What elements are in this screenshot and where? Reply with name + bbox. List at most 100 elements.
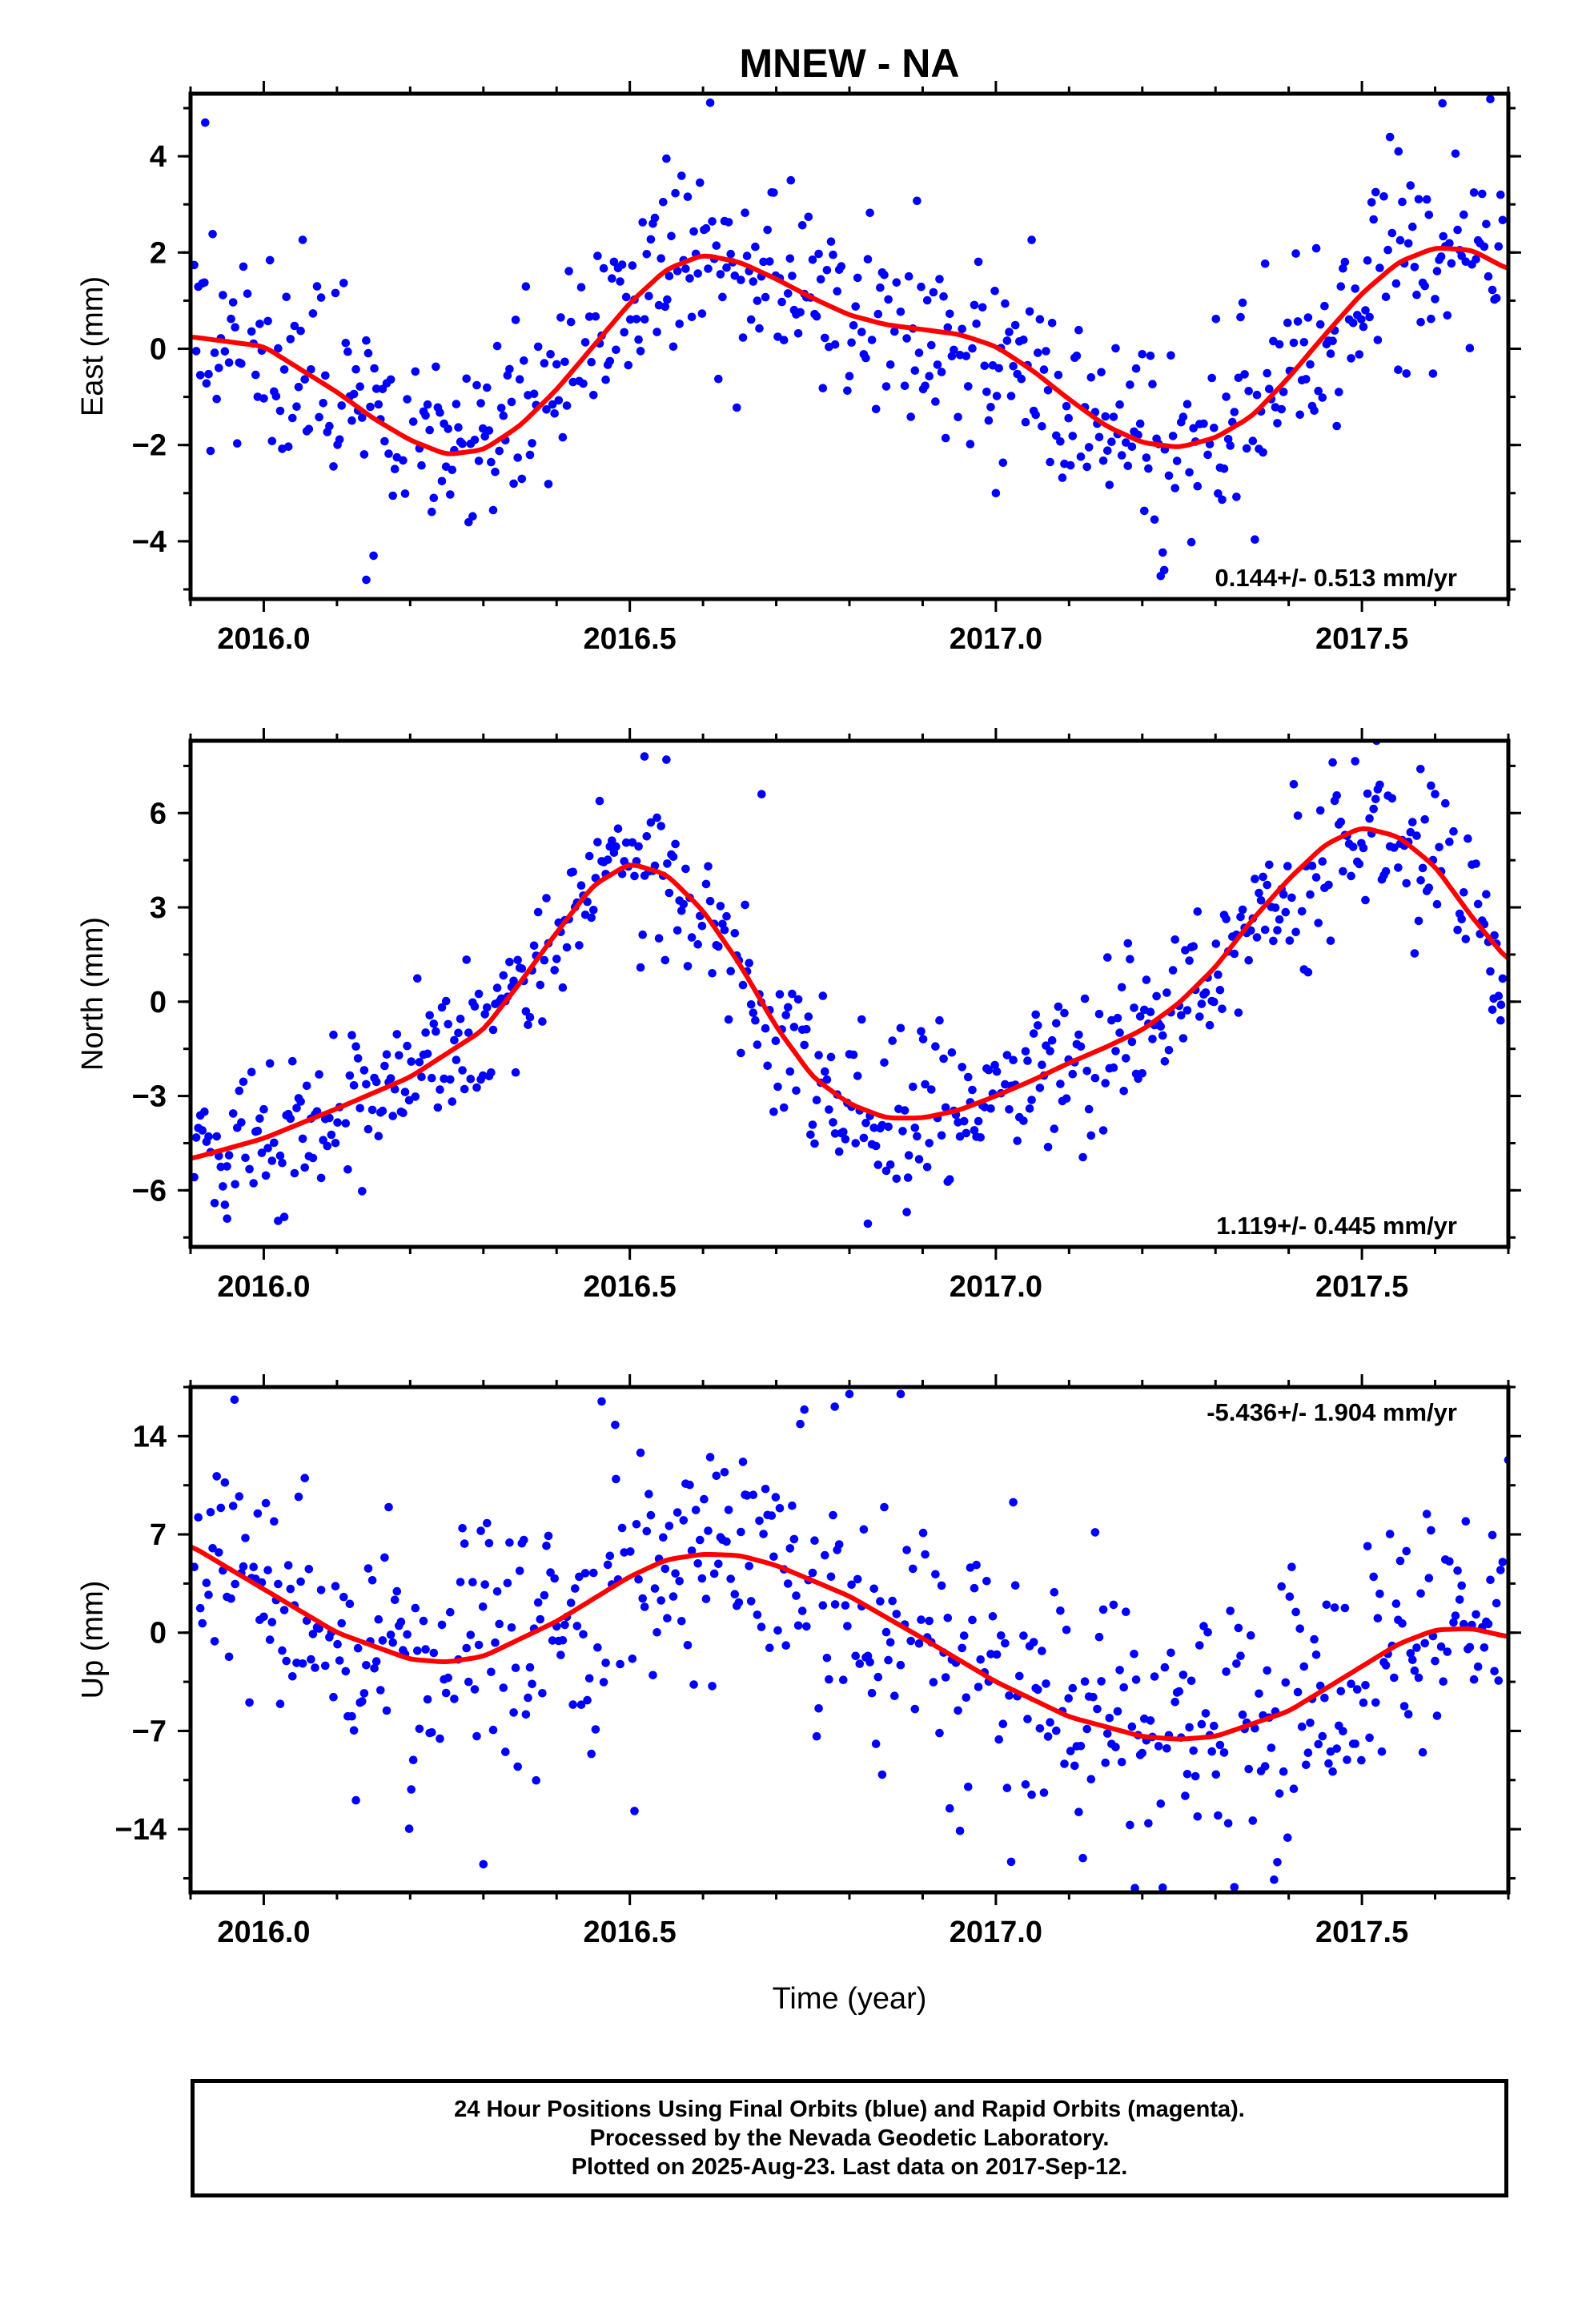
data-point bbox=[227, 1594, 235, 1603]
data-point bbox=[671, 188, 680, 198]
data-point bbox=[884, 1122, 893, 1132]
data-point bbox=[634, 842, 643, 851]
data-point bbox=[446, 1075, 455, 1084]
data-point bbox=[918, 1528, 928, 1538]
data-point bbox=[492, 983, 502, 992]
data-point bbox=[513, 955, 522, 965]
north-points bbox=[191, 741, 1508, 1228]
data-point bbox=[1489, 994, 1498, 1003]
data-point bbox=[726, 249, 735, 259]
data-point bbox=[976, 1655, 985, 1664]
data-point bbox=[307, 1655, 315, 1664]
data-point bbox=[428, 1073, 436, 1083]
data-point bbox=[1285, 1592, 1295, 1601]
data-point bbox=[1283, 318, 1292, 328]
data-point bbox=[1086, 1775, 1096, 1783]
data-point bbox=[1218, 1004, 1227, 1013]
data-point bbox=[247, 327, 256, 336]
data-point bbox=[495, 1619, 504, 1629]
data-point bbox=[1287, 1562, 1296, 1571]
data-point bbox=[1398, 197, 1407, 207]
data-point bbox=[1148, 380, 1157, 389]
data-point bbox=[786, 175, 796, 185]
data-point bbox=[210, 1199, 219, 1208]
data-point bbox=[1439, 1677, 1447, 1686]
data-point bbox=[675, 320, 684, 328]
data-point bbox=[1052, 1726, 1061, 1735]
data-point bbox=[472, 1083, 481, 1092]
data-point bbox=[880, 1058, 889, 1068]
data-point bbox=[1226, 1606, 1235, 1615]
data-point bbox=[663, 295, 672, 304]
data-point bbox=[1046, 1047, 1054, 1055]
data-point bbox=[263, 1144, 272, 1152]
data-point bbox=[1230, 1883, 1239, 1892]
data-point bbox=[724, 1506, 733, 1514]
data-point bbox=[1164, 471, 1174, 480]
data-point bbox=[1365, 1733, 1374, 1743]
data-point bbox=[964, 382, 973, 391]
data-point bbox=[1232, 493, 1241, 501]
data-point bbox=[501, 1747, 510, 1756]
data-point bbox=[1252, 933, 1262, 942]
data-point bbox=[749, 1008, 758, 1017]
data-point bbox=[613, 824, 623, 833]
data-point bbox=[253, 1509, 263, 1518]
data-point bbox=[1248, 436, 1258, 445]
data-point bbox=[421, 1028, 430, 1037]
data-point bbox=[223, 1162, 231, 1171]
data-point bbox=[292, 1104, 301, 1112]
data-point bbox=[1222, 915, 1231, 923]
data-point bbox=[683, 962, 693, 971]
data-point bbox=[1019, 1116, 1028, 1125]
data-point bbox=[1146, 1007, 1155, 1016]
data-point bbox=[194, 1513, 203, 1522]
data-point bbox=[693, 940, 702, 949]
data-point bbox=[1293, 1687, 1303, 1697]
data-point bbox=[853, 273, 862, 283]
data-point bbox=[761, 292, 770, 302]
data-point bbox=[601, 1659, 610, 1667]
data-point bbox=[679, 1516, 689, 1525]
data-point bbox=[571, 1584, 580, 1593]
x-tick-label: 2016.5 bbox=[584, 622, 677, 656]
data-point bbox=[206, 1508, 215, 1517]
data-point bbox=[1185, 956, 1194, 965]
data-point bbox=[1336, 1687, 1346, 1696]
data-point bbox=[474, 989, 484, 999]
data-point bbox=[1090, 1528, 1100, 1537]
data-point bbox=[1068, 1683, 1078, 1693]
data-point bbox=[737, 1048, 745, 1058]
data-point bbox=[1154, 1742, 1163, 1751]
data-point bbox=[548, 400, 557, 409]
data-point bbox=[914, 1155, 924, 1164]
data-point bbox=[1311, 243, 1321, 253]
caption-line-2: Processed by the Nevada Geodetic Laborat… bbox=[589, 2125, 1110, 2151]
data-point bbox=[1406, 1649, 1415, 1658]
data-point bbox=[634, 1574, 643, 1584]
data-point bbox=[470, 436, 480, 444]
data-point bbox=[771, 1493, 781, 1502]
data-point bbox=[1052, 1019, 1061, 1028]
data-point bbox=[1027, 235, 1036, 244]
data-point bbox=[308, 1153, 318, 1163]
data-point bbox=[247, 1068, 256, 1076]
data-point bbox=[1238, 1710, 1247, 1719]
data-point bbox=[689, 1680, 698, 1689]
data-point bbox=[1398, 1619, 1407, 1628]
data-point bbox=[1159, 565, 1169, 575]
data-point bbox=[408, 417, 418, 426]
data-point bbox=[892, 1610, 901, 1618]
data-point bbox=[1101, 412, 1110, 421]
data-point bbox=[1281, 1678, 1291, 1687]
data-point bbox=[321, 1661, 330, 1671]
data-point bbox=[224, 1652, 234, 1662]
data-point bbox=[617, 260, 627, 269]
data-point bbox=[1072, 352, 1082, 360]
data-point bbox=[1279, 1767, 1288, 1776]
data-point bbox=[484, 1538, 494, 1548]
data-point bbox=[587, 1749, 596, 1759]
y-tick-label: 2 bbox=[150, 236, 167, 270]
x-tick-label: 2017.5 bbox=[1315, 1916, 1408, 1949]
data-point bbox=[978, 303, 987, 312]
